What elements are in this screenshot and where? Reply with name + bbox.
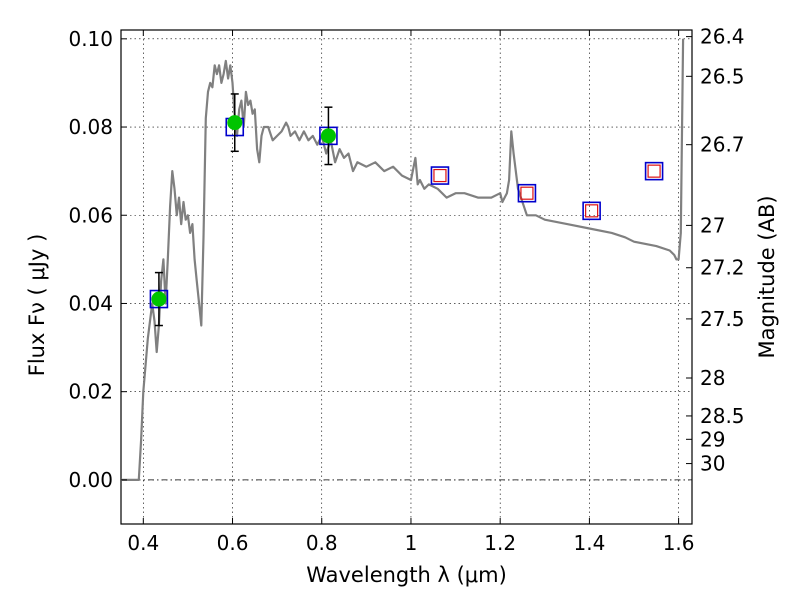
- right-tick-label: 29: [700, 427, 725, 451]
- x-tick-label: 0.4: [127, 531, 159, 555]
- y-tick-label: 0.00: [68, 468, 113, 492]
- red-square-marker: [647, 164, 661, 178]
- right-tick-label: 28: [700, 366, 725, 390]
- right-tick-label: 30: [700, 452, 725, 476]
- green-circle-marker: [320, 128, 336, 144]
- y-tick-label: 0.04: [68, 291, 113, 315]
- right-tick-label: 27: [700, 213, 725, 237]
- right-tick-label: 26.7: [700, 133, 745, 157]
- plot-frame: [120, 29, 693, 525]
- red-square-marker: [433, 168, 447, 183]
- right-axis-label: Magnitude (AB): [755, 195, 779, 358]
- blue-square-marker: [430, 166, 450, 185]
- x-tick-label: 1.2: [484, 531, 516, 555]
- y-tick-label: 0.08: [68, 115, 113, 139]
- y-tick-label: 0.10: [68, 27, 113, 51]
- series-layer: [121, 38, 685, 481]
- red-square-marker: [585, 204, 599, 218]
- right-tick-label: 26.4: [700, 25, 745, 49]
- green-circle-marker: [227, 115, 243, 131]
- x-tick-label: 1: [405, 531, 418, 555]
- x-tick-label: 0.6: [217, 531, 249, 555]
- ticks-layer: 0.4 0.6 0.8 1 1.2 1.4 1.6 0.00 0.02 0.04 0.06 0.08 0…: [68, 25, 744, 555]
- blue-square-marker: [582, 201, 601, 221]
- right-tick-label: 28.5: [700, 404, 745, 428]
- right-tick-label: 27.5: [700, 307, 745, 331]
- model-spectrum-line: [121, 38, 685, 481]
- x-axis-label: Wavelength λ (μm): [306, 563, 507, 587]
- blue-square-marker: [517, 183, 537, 203]
- red-square-marker: [520, 186, 534, 200]
- blue-square-marker: [644, 161, 664, 181]
- x-tick-label: 1.6: [663, 531, 695, 555]
- y-tick-label: 0.02: [68, 380, 113, 404]
- right-tick-label: 26.5: [700, 64, 745, 88]
- right-tick-label: 27.2: [700, 256, 745, 280]
- y-axis-label: Flux Fν ( μJy ): [25, 234, 49, 377]
- x-tick-label: 0.8: [306, 531, 338, 555]
- x-tick-label: 1.4: [573, 531, 605, 555]
- green-circle-marker: [151, 291, 167, 307]
- y-tick-label: 0.06: [68, 203, 113, 227]
